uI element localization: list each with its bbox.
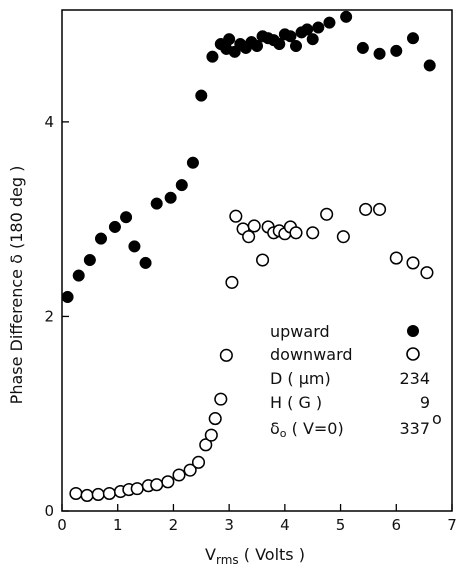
x-tick-label: 5 <box>336 516 346 534</box>
point-downward <box>256 253 270 267</box>
point-upward <box>373 47 386 60</box>
param-h-value: 9 <box>420 393 430 412</box>
param-d-label: D ( μm) <box>270 369 331 388</box>
point-upward <box>223 33 236 46</box>
x-tick-label: 6 <box>392 516 402 534</box>
x-axis-label-sub: rms <box>216 553 239 567</box>
legend-label-downward: downward <box>270 345 353 364</box>
point-upward <box>175 179 188 192</box>
param-delta0-value-sup: o <box>432 409 442 428</box>
point-downward <box>359 202 373 216</box>
point-upward <box>312 21 325 34</box>
x-tick-label: 3 <box>224 516 234 534</box>
param-delta0-rest: ( V=0) <box>287 419 344 438</box>
point-downward <box>80 488 94 502</box>
legend-marker-upward <box>407 325 419 337</box>
point-upward <box>94 232 108 245</box>
point-upward <box>72 269 85 282</box>
point-downward <box>204 428 218 442</box>
point-downward <box>336 230 350 244</box>
param-d-value: 234 <box>399 369 430 388</box>
point-downward <box>191 455 206 469</box>
point-upward <box>150 197 163 210</box>
point-downward <box>150 478 164 492</box>
point-downward <box>320 207 334 221</box>
point-downward <box>130 482 144 496</box>
point-upward <box>139 256 152 269</box>
point-upward <box>83 253 96 267</box>
point-upward <box>356 41 369 54</box>
point-downward <box>247 219 261 233</box>
legend-marker-downward <box>406 347 420 361</box>
legend-label-upward: upward <box>270 322 330 341</box>
point-upward <box>284 30 297 43</box>
point-downward <box>242 230 256 244</box>
point-downward <box>289 226 303 240</box>
point-upward <box>195 89 208 102</box>
param-delta0-sub: o <box>280 427 287 440</box>
x-axis-label-rest: ( Volts ) <box>239 545 305 564</box>
point-upward <box>186 156 199 169</box>
point-downward <box>208 412 222 426</box>
point-downward <box>420 266 434 280</box>
y-tick-label: 2 <box>44 307 54 325</box>
plot-frame-rect <box>61 9 453 512</box>
point-downward <box>373 202 387 216</box>
point-downward <box>229 209 243 223</box>
point-downward <box>69 486 83 501</box>
point-downward <box>214 392 228 406</box>
point-downward <box>91 487 105 502</box>
point-downward <box>199 438 213 452</box>
point-upward <box>323 16 336 29</box>
point-downward <box>183 463 197 477</box>
y-tick-label: 4 <box>44 113 54 131</box>
point-downward <box>161 475 175 489</box>
x-tick-label: 2 <box>169 516 179 534</box>
point-upward <box>120 211 133 224</box>
series-downward <box>69 202 434 502</box>
param-delta0-label: δo ( V=0) <box>270 419 344 440</box>
point-downward <box>306 226 320 240</box>
point-upward <box>61 290 74 304</box>
x-tick-label: 4 <box>280 516 290 534</box>
data-series <box>61 10 436 502</box>
point-downward <box>219 348 233 362</box>
point-upward <box>340 10 353 23</box>
point-downward <box>172 468 186 482</box>
x-axis-label-main: V <box>205 545 216 564</box>
y-axis-label: Phase Difference δ (180 deg ) <box>7 166 26 405</box>
point-downward <box>225 275 239 289</box>
param-delta0-value: 337 <box>399 419 430 438</box>
legend: upward downward D ( μm) 234 H ( G ) 9 δo… <box>270 322 442 440</box>
point-upward <box>273 37 286 51</box>
point-downward <box>406 256 420 270</box>
x-axis-label: Vrms ( Volts ) <box>205 545 305 567</box>
point-upward <box>206 50 219 63</box>
point-downward <box>102 486 116 501</box>
point-upward <box>306 33 319 46</box>
point-upward <box>406 32 420 45</box>
point-upward <box>390 44 403 57</box>
point-upward <box>108 220 121 233</box>
param-delta0-symbol: δ <box>270 419 280 438</box>
point-upward <box>423 59 436 72</box>
x-tick-label: 7 <box>447 516 456 534</box>
x-tick-label: 1 <box>113 516 123 534</box>
point-upward <box>164 191 177 204</box>
point-upward <box>250 39 264 53</box>
point-downward <box>389 251 403 265</box>
x-tick-label: 0 <box>57 516 67 534</box>
point-upward <box>128 240 141 253</box>
point-upward <box>289 39 303 53</box>
series-upward <box>61 10 436 304</box>
param-h-label: H ( G ) <box>270 393 322 412</box>
plot-frame <box>61 9 453 512</box>
y-tick-label: 0 <box>44 502 54 520</box>
